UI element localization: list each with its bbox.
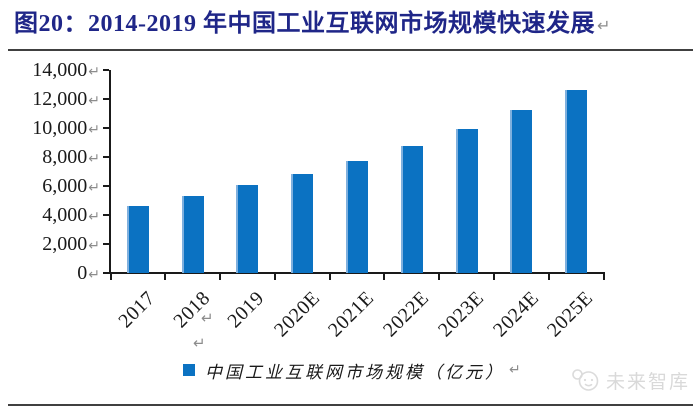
bar: [291, 174, 314, 273]
y-tick-value: 2,000: [42, 233, 88, 255]
x-axis-tick: [273, 274, 276, 280]
bottom-divider: [8, 404, 693, 406]
y-axis-tick: [103, 127, 109, 129]
x-axis-tick: [383, 274, 386, 280]
y-axis-tick: [103, 185, 109, 187]
y-axis-tick: [103, 272, 109, 274]
y-tick-label: 2,000↵: [0, 234, 100, 256]
y-tick-value: 4,000: [42, 204, 88, 226]
bar: [565, 89, 588, 273]
linebreak-mark: ↵: [88, 209, 100, 225]
bar: [236, 185, 259, 273]
bar: [455, 129, 478, 273]
bar: [400, 146, 423, 273]
x-axis-tick: [164, 274, 167, 280]
y-tick-label: 0↵: [0, 263, 100, 285]
watermark-text: 未来智库: [605, 372, 690, 393]
x-tick-label: 2022E: [379, 287, 434, 342]
bar: [126, 206, 149, 273]
x-axis-tick: [219, 274, 222, 280]
linebreak-mark: ↵: [597, 16, 611, 35]
x-axis-tick: [602, 274, 605, 280]
y-axis-tick: [103, 243, 109, 245]
linebreak-mark: ↵: [88, 64, 100, 80]
y-axis-tick: [103, 69, 109, 71]
x-axis-tick: [328, 274, 331, 280]
y-tick-value: 8,000: [42, 146, 88, 168]
bar: [510, 109, 533, 273]
linebreak-mark: ↵: [88, 151, 100, 167]
linebreak-mark: ↵: [509, 362, 521, 378]
x-axis-line: [109, 272, 605, 274]
y-axis-tick: [103, 98, 109, 100]
x-axis-tick: [438, 274, 441, 280]
y-tick-label: 10,000↵: [0, 118, 100, 140]
x-axis-tick: [547, 274, 550, 280]
legend-color-swatch: [183, 364, 195, 376]
linebreak-mark: ↵: [88, 238, 100, 254]
x-tick-label: 2017: [114, 287, 160, 333]
y-tick-label: 8,000↵: [0, 147, 100, 169]
x-tick-label: 2023E: [433, 287, 489, 342]
y-tick-label: 6,000↵: [0, 176, 100, 198]
chart-legend: 中国工业互联网市场规模（亿元） ↵: [183, 359, 521, 382]
y-tick-label: 12,000↵: [0, 89, 100, 111]
y-tick-label: 4,000↵: [0, 205, 100, 227]
y-tick-value: 12,000: [32, 88, 88, 110]
title-divider: [8, 49, 693, 51]
y-tick-value: 14,000: [32, 59, 88, 81]
y-tick-value: 10,000: [32, 117, 88, 139]
x-axis-tick: [109, 274, 112, 280]
x-tick-label: 2019: [223, 287, 270, 333]
x-axis-tick: [492, 274, 495, 280]
linebreak-mark: ↵: [193, 334, 206, 352]
x-tick-label: 2025E: [543, 287, 598, 342]
x-tick-label: 2021E: [324, 287, 379, 342]
linebreak-mark: ↵: [88, 93, 100, 109]
y-axis-tick: [103, 156, 109, 158]
legend-label: 中国工业互联网市场规模（亿元）: [205, 362, 505, 382]
y-tick-value: 0: [77, 262, 88, 284]
x-tick-label: 2024E: [488, 287, 543, 342]
y-axis-line: [109, 70, 111, 274]
x-tick-label: 2020E: [269, 287, 324, 342]
y-tick-label: 14,000↵: [0, 60, 100, 82]
wailai-zhiku-logo-icon: [572, 369, 599, 391]
linebreak-mark: ↵: [201, 309, 214, 327]
watermark: 未来智库: [571, 367, 690, 394]
figure-title: 图20：2014-2019 年中国工业互联网市场规模快速发展 ↵: [14, 6, 611, 44]
linebreak-mark: ↵: [88, 267, 100, 283]
bar: [181, 196, 204, 273]
figure-title-text: 图20：2014-2019 年中国工业互联网市场规模快速发展: [14, 11, 595, 37]
bar: [346, 160, 368, 273]
y-tick-value: 6,000: [42, 175, 88, 197]
linebreak-mark: ↵: [88, 180, 100, 196]
y-axis-tick: [103, 214, 109, 216]
linebreak-mark: ↵: [88, 122, 100, 138]
